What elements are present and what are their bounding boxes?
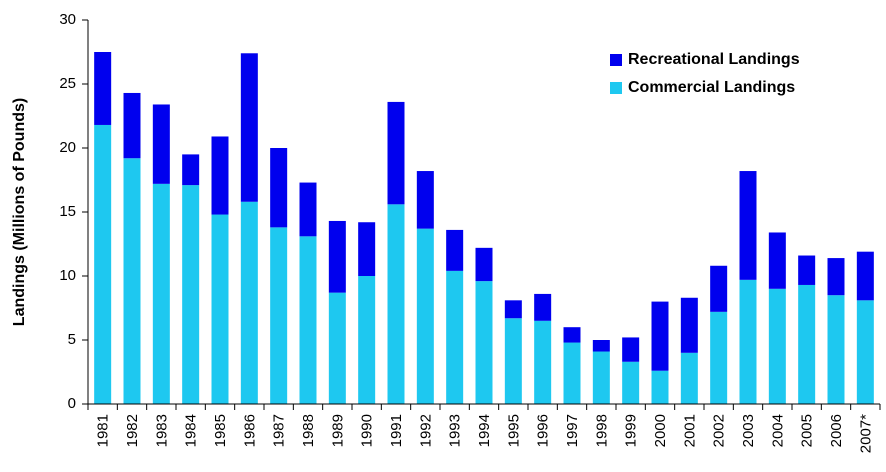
x-tick-label: 2007* (857, 414, 874, 453)
bar-segment (856, 251, 874, 301)
x-tick-label: 2002 (711, 414, 728, 447)
bar-segment (856, 300, 874, 404)
bar-segment (299, 236, 317, 404)
x-tick-label: 2000 (652, 414, 669, 447)
y-tick-label: 15 (59, 203, 76, 220)
bar-segment (152, 104, 170, 184)
x-tick-label: 2003 (740, 414, 757, 447)
x-tick-label: 1988 (300, 414, 317, 447)
x-tick-label: 1985 (212, 414, 229, 447)
bar-segment (798, 284, 816, 404)
bar-segment (416, 171, 434, 229)
bar-segment (680, 297, 698, 353)
bar-segment (710, 311, 728, 404)
bar-segment (768, 288, 786, 404)
y-axis-title: Landings (Millions of Pounds) (11, 98, 28, 326)
bar-segment (592, 340, 610, 352)
x-tick-label: 1994 (476, 414, 493, 447)
x-tick-label: 1986 (241, 414, 258, 447)
bar-segment (798, 255, 816, 285)
x-tick-label: 2004 (769, 414, 786, 447)
bar-segment (534, 293, 552, 321)
bar-segment (328, 292, 346, 404)
bar-segment (563, 342, 581, 404)
x-tick-label: 1989 (329, 414, 346, 447)
bar-segment (182, 185, 200, 404)
bar-segment (270, 227, 288, 404)
bar-segment (446, 229, 464, 271)
x-tick-label: 1993 (447, 414, 464, 447)
x-tick-label: 2001 (681, 414, 698, 447)
bar-segment (563, 327, 581, 343)
bar-segment (739, 171, 757, 280)
bar-segment (270, 148, 288, 228)
legend-label: Recreational Landings (628, 51, 800, 68)
bar-segment (416, 228, 434, 404)
bar-segment (446, 270, 464, 404)
x-tick-label: 1981 (95, 414, 112, 447)
x-tick-label: 1996 (535, 414, 552, 447)
bar-segment (710, 265, 728, 312)
x-tick-label: 1998 (593, 414, 610, 447)
x-tick-label: 1982 (124, 414, 141, 447)
bar-segment (622, 337, 640, 362)
bar-segment (387, 204, 405, 404)
bar-segment (504, 318, 522, 404)
x-tick-label: 1983 (153, 414, 170, 447)
bar-segment (94, 52, 112, 125)
bar-segment (680, 352, 698, 404)
bar-segment (299, 182, 317, 237)
x-tick-label: 1995 (505, 414, 522, 447)
x-tick-label: 1992 (417, 414, 434, 447)
bar-segment (475, 281, 493, 404)
x-tick-label: 1999 (623, 414, 640, 447)
bar-segment (651, 301, 669, 371)
bar-segment (152, 183, 170, 404)
bar-segment (358, 276, 376, 404)
bar-segment (534, 320, 552, 404)
bar-segment (123, 158, 141, 404)
bar-segment (94, 124, 112, 405)
bar-segment (240, 53, 258, 202)
bar-segment (211, 214, 229, 404)
y-tick-label: 10 (59, 267, 76, 284)
legend-label: Commercial Landings (628, 79, 795, 96)
y-tick-label: 5 (68, 331, 76, 348)
bar-segment (504, 300, 522, 319)
x-tick-label: 1987 (271, 414, 288, 447)
y-tick-label: 20 (59, 139, 76, 156)
bar-segment (123, 92, 141, 159)
x-tick-label: 2005 (799, 414, 816, 447)
bar-segment (387, 101, 405, 205)
x-tick-label: 1991 (388, 414, 405, 447)
bar-segment (622, 361, 640, 404)
bar-segment (827, 295, 845, 404)
x-tick-label: 1990 (359, 414, 376, 447)
y-tick-label: 0 (68, 395, 76, 412)
bar-segment (768, 232, 786, 289)
y-tick-label: 30 (59, 11, 76, 28)
bar-segment (475, 247, 493, 282)
legend-swatch (610, 82, 622, 94)
bar-segment (182, 154, 200, 186)
bar-segment (651, 370, 669, 404)
bar-segment (592, 351, 610, 404)
x-tick-label: 1997 (564, 414, 581, 447)
bar-segment (328, 220, 346, 293)
x-tick-label: 1984 (183, 414, 200, 447)
bar-segment (827, 258, 845, 296)
x-tick-label: 2006 (828, 414, 845, 447)
bar-segment (358, 222, 376, 276)
y-tick-label: 25 (59, 75, 76, 92)
bar-segment (739, 279, 757, 404)
bar-segment (240, 201, 258, 404)
bar-segment (211, 136, 229, 215)
legend-swatch (610, 54, 622, 66)
